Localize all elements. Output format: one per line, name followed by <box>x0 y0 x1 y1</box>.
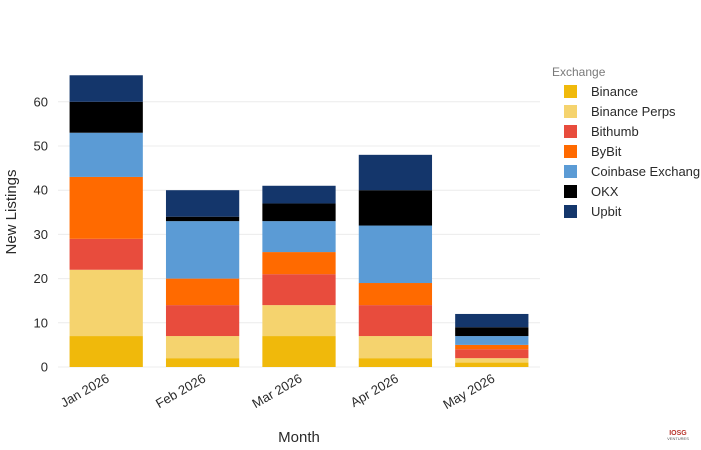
x-tick-label: Jan 2026 <box>58 371 112 411</box>
bar-segment <box>69 132 143 177</box>
legend-title: Exchange <box>552 65 606 79</box>
bar-segment <box>262 336 336 367</box>
x-tick-label: Mar 2026 <box>249 371 304 411</box>
bar-segment <box>358 336 433 359</box>
legend-label: OKX <box>591 184 619 199</box>
bar-segment <box>165 190 240 217</box>
x-tick-labels: Jan 2026 Feb 2026 Mar 2026 Apr 2026 May 2026 <box>58 371 497 413</box>
bar-segment <box>69 75 143 102</box>
bar-segment <box>69 101 143 133</box>
bar-segment <box>358 283 433 306</box>
legend-swatch <box>564 165 577 178</box>
bar-segment <box>165 358 240 367</box>
bar-segment <box>69 176 143 239</box>
legend-swatch <box>564 105 577 118</box>
y-tick-label: 50 <box>34 138 48 153</box>
bar-segment <box>455 336 529 345</box>
bar-segment <box>69 336 143 367</box>
legend-label: Bithumb <box>591 124 639 139</box>
x-tick-label: Feb 2026 <box>153 371 208 411</box>
bar-segment <box>69 238 143 270</box>
legend: Exchange Binance Binance Perps Bithumb ByBi… <box>552 65 700 219</box>
bar-segment <box>455 358 529 363</box>
watermark-subtext: VENTURES <box>667 436 689 441</box>
bar-segment <box>165 221 240 279</box>
y-tick-labels: 0 10 20 30 40 50 60 <box>34 94 48 374</box>
legend-label: Binance Perps <box>591 104 676 119</box>
bars <box>69 75 529 367</box>
bar-segment <box>358 305 433 337</box>
y-tick-label: 0 <box>41 360 48 375</box>
y-tick-label: 30 <box>34 227 48 242</box>
bar-segment <box>262 203 336 222</box>
y-tick-label: 20 <box>34 271 48 286</box>
x-tick-label: Apr 2026 <box>348 371 401 410</box>
watermark-logo: IOSG VENTURES <box>667 430 689 441</box>
bar-segment <box>165 278 240 306</box>
x-tick-label: May 2026 <box>440 371 497 413</box>
y-tick-label: 10 <box>34 315 48 330</box>
bar-segment <box>455 313 529 328</box>
bar-segment <box>262 221 336 253</box>
bar-segment <box>358 154 433 191</box>
x-axis-title: Month <box>278 429 320 446</box>
bar-segment <box>165 216 240 222</box>
bar-segment <box>262 305 336 337</box>
bar-segment <box>262 185 336 204</box>
y-axis-title: New Listings <box>3 169 20 254</box>
bar-segment <box>262 274 336 306</box>
legend-swatch <box>564 85 577 98</box>
legend-swatch <box>564 145 577 158</box>
y-tick-label: 40 <box>34 183 48 198</box>
legend-label: Coinbase Exchang <box>591 164 700 179</box>
legend-swatch <box>564 185 577 198</box>
bar-segment <box>455 349 529 359</box>
watermark-text: IOSG <box>669 430 687 437</box>
bar-segment <box>358 358 433 367</box>
bar-segment <box>455 327 529 337</box>
bar-segment <box>455 344 529 350</box>
bar-segment <box>69 269 143 337</box>
bar-segment <box>358 225 433 284</box>
bar-segment <box>165 336 240 359</box>
bar-segment <box>165 305 240 337</box>
legend-swatch <box>564 205 577 218</box>
bar-segment <box>262 252 336 275</box>
bar-segment <box>455 362 529 367</box>
legend-label: Upbit <box>591 204 622 219</box>
legend-label: Binance <box>591 84 638 99</box>
y-tick-label: 60 <box>34 94 48 109</box>
legend-swatch <box>564 125 577 138</box>
legend-label: ByBit <box>591 144 622 159</box>
bar-segment <box>358 190 433 226</box>
